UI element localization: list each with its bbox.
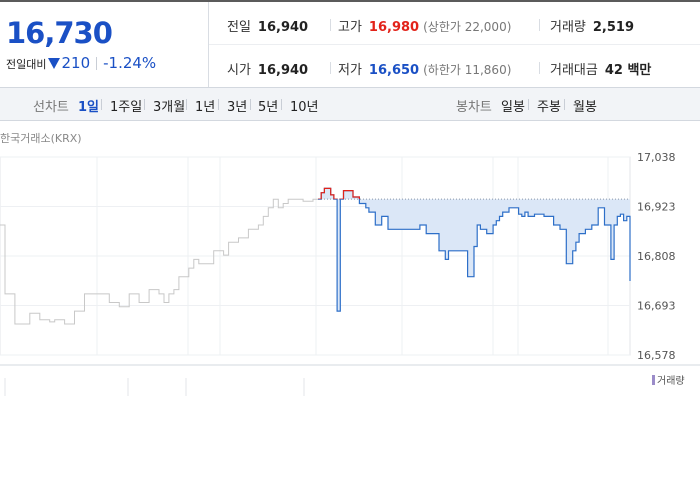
top-border bbox=[0, 0, 700, 2]
tab-5y[interactable]: 5년 bbox=[258, 100, 279, 115]
y-tick-label: 16,693 bbox=[637, 300, 676, 313]
legend-swatch bbox=[652, 375, 655, 385]
tab-1w[interactable]: 1주일 bbox=[110, 100, 143, 115]
y-tick-label: 16,923 bbox=[637, 201, 676, 214]
y-tick-label: 16,578 bbox=[637, 349, 676, 362]
change-percent: -1.24% bbox=[103, 54, 157, 72]
tab-1d[interactable]: 1일 bbox=[78, 100, 100, 115]
change-value: 210 bbox=[61, 54, 91, 72]
tab-10y[interactable]: 10년 bbox=[290, 100, 319, 115]
y-tick-label: 17,038 bbox=[637, 151, 676, 164]
divider bbox=[186, 99, 187, 110]
stat-label: 거래량 bbox=[550, 20, 586, 35]
exchange-label: 한국거래소(KRX) bbox=[0, 132, 82, 145]
divider bbox=[564, 99, 565, 110]
divider bbox=[209, 44, 700, 45]
today-line bbox=[318, 187, 631, 312]
stat-prev-close: 전일 16,940 bbox=[227, 16, 308, 35]
change-row: 전일대비 210 -1.24% bbox=[6, 54, 156, 72]
stat-open: 시가 16,940 bbox=[227, 59, 308, 78]
tab-weekly-candle[interactable]: 주봉 bbox=[537, 100, 561, 115]
stat-limit: (하한가 11,860) bbox=[423, 63, 512, 77]
tab-3m[interactable]: 3개월 bbox=[153, 100, 186, 115]
divider bbox=[218, 99, 219, 110]
stat-value: 16,940 bbox=[257, 63, 309, 78]
divider bbox=[539, 62, 540, 74]
stat-high: 고가 16,980 (상한가 22,000) bbox=[338, 16, 511, 35]
candle-chart-caption: 봉차트 bbox=[456, 100, 492, 115]
divider bbox=[250, 99, 251, 110]
legend-label: 거래량 bbox=[657, 376, 685, 387]
divider bbox=[96, 57, 98, 70]
stat-label: 시가 bbox=[227, 63, 251, 78]
stat-limit: (상한가 22,000) bbox=[423, 20, 512, 34]
divider bbox=[144, 99, 145, 110]
stat-value: 42 백만 bbox=[604, 63, 652, 78]
line-chart-caption: 선차트 bbox=[33, 100, 69, 115]
stat-label: 고가 bbox=[338, 20, 362, 35]
stat-label: 저가 bbox=[338, 63, 362, 78]
current-price: 16,730 bbox=[6, 16, 113, 50]
down-triangle-icon bbox=[48, 58, 61, 69]
volume-legend: 거래량 bbox=[652, 372, 685, 387]
divider bbox=[281, 99, 282, 110]
tab-3y[interactable]: 3년 bbox=[227, 100, 248, 115]
tab-daily-candle[interactable]: 일봉 bbox=[501, 100, 525, 115]
y-tick-label: 16,808 bbox=[637, 250, 676, 263]
divider bbox=[330, 62, 331, 74]
divider bbox=[330, 19, 331, 31]
divider bbox=[539, 19, 540, 31]
stat-label: 거래대금 bbox=[550, 63, 598, 78]
tab-1y[interactable]: 1년 bbox=[195, 100, 216, 115]
previous-session-line bbox=[0, 198, 318, 325]
change-label: 전일대비 bbox=[6, 58, 47, 71]
stat-low: 저가 16,650 (하한가 11,860) bbox=[338, 59, 511, 78]
quote-summary: 16,730 전일대비 210 -1.24% bbox=[0, 2, 209, 87]
stat-volume: 거래량 2,519 bbox=[550, 16, 634, 35]
stat-value: 16,650 bbox=[368, 63, 420, 78]
chart-period-tabs: 선차트 1일 1주일 3개월 1년 3년 5년 10년 봉차트 일봉 주봉 월봉 bbox=[0, 87, 700, 121]
price-stats: 전일 16,940 고가 16,980 (상한가 22,000) 거래량 2,519 시… bbox=[209, 2, 700, 87]
divider bbox=[101, 99, 102, 110]
tab-monthly-candle[interactable]: 월봉 bbox=[573, 100, 597, 115]
divider bbox=[528, 99, 529, 110]
stat-value: 16,940 bbox=[257, 20, 309, 35]
stat-value: 2,519 bbox=[592, 20, 635, 35]
stat-turnover: 거래대금 42 백만 bbox=[550, 59, 651, 78]
stat-label: 전일 bbox=[227, 20, 251, 35]
stat-value: 16,980 bbox=[368, 20, 420, 35]
